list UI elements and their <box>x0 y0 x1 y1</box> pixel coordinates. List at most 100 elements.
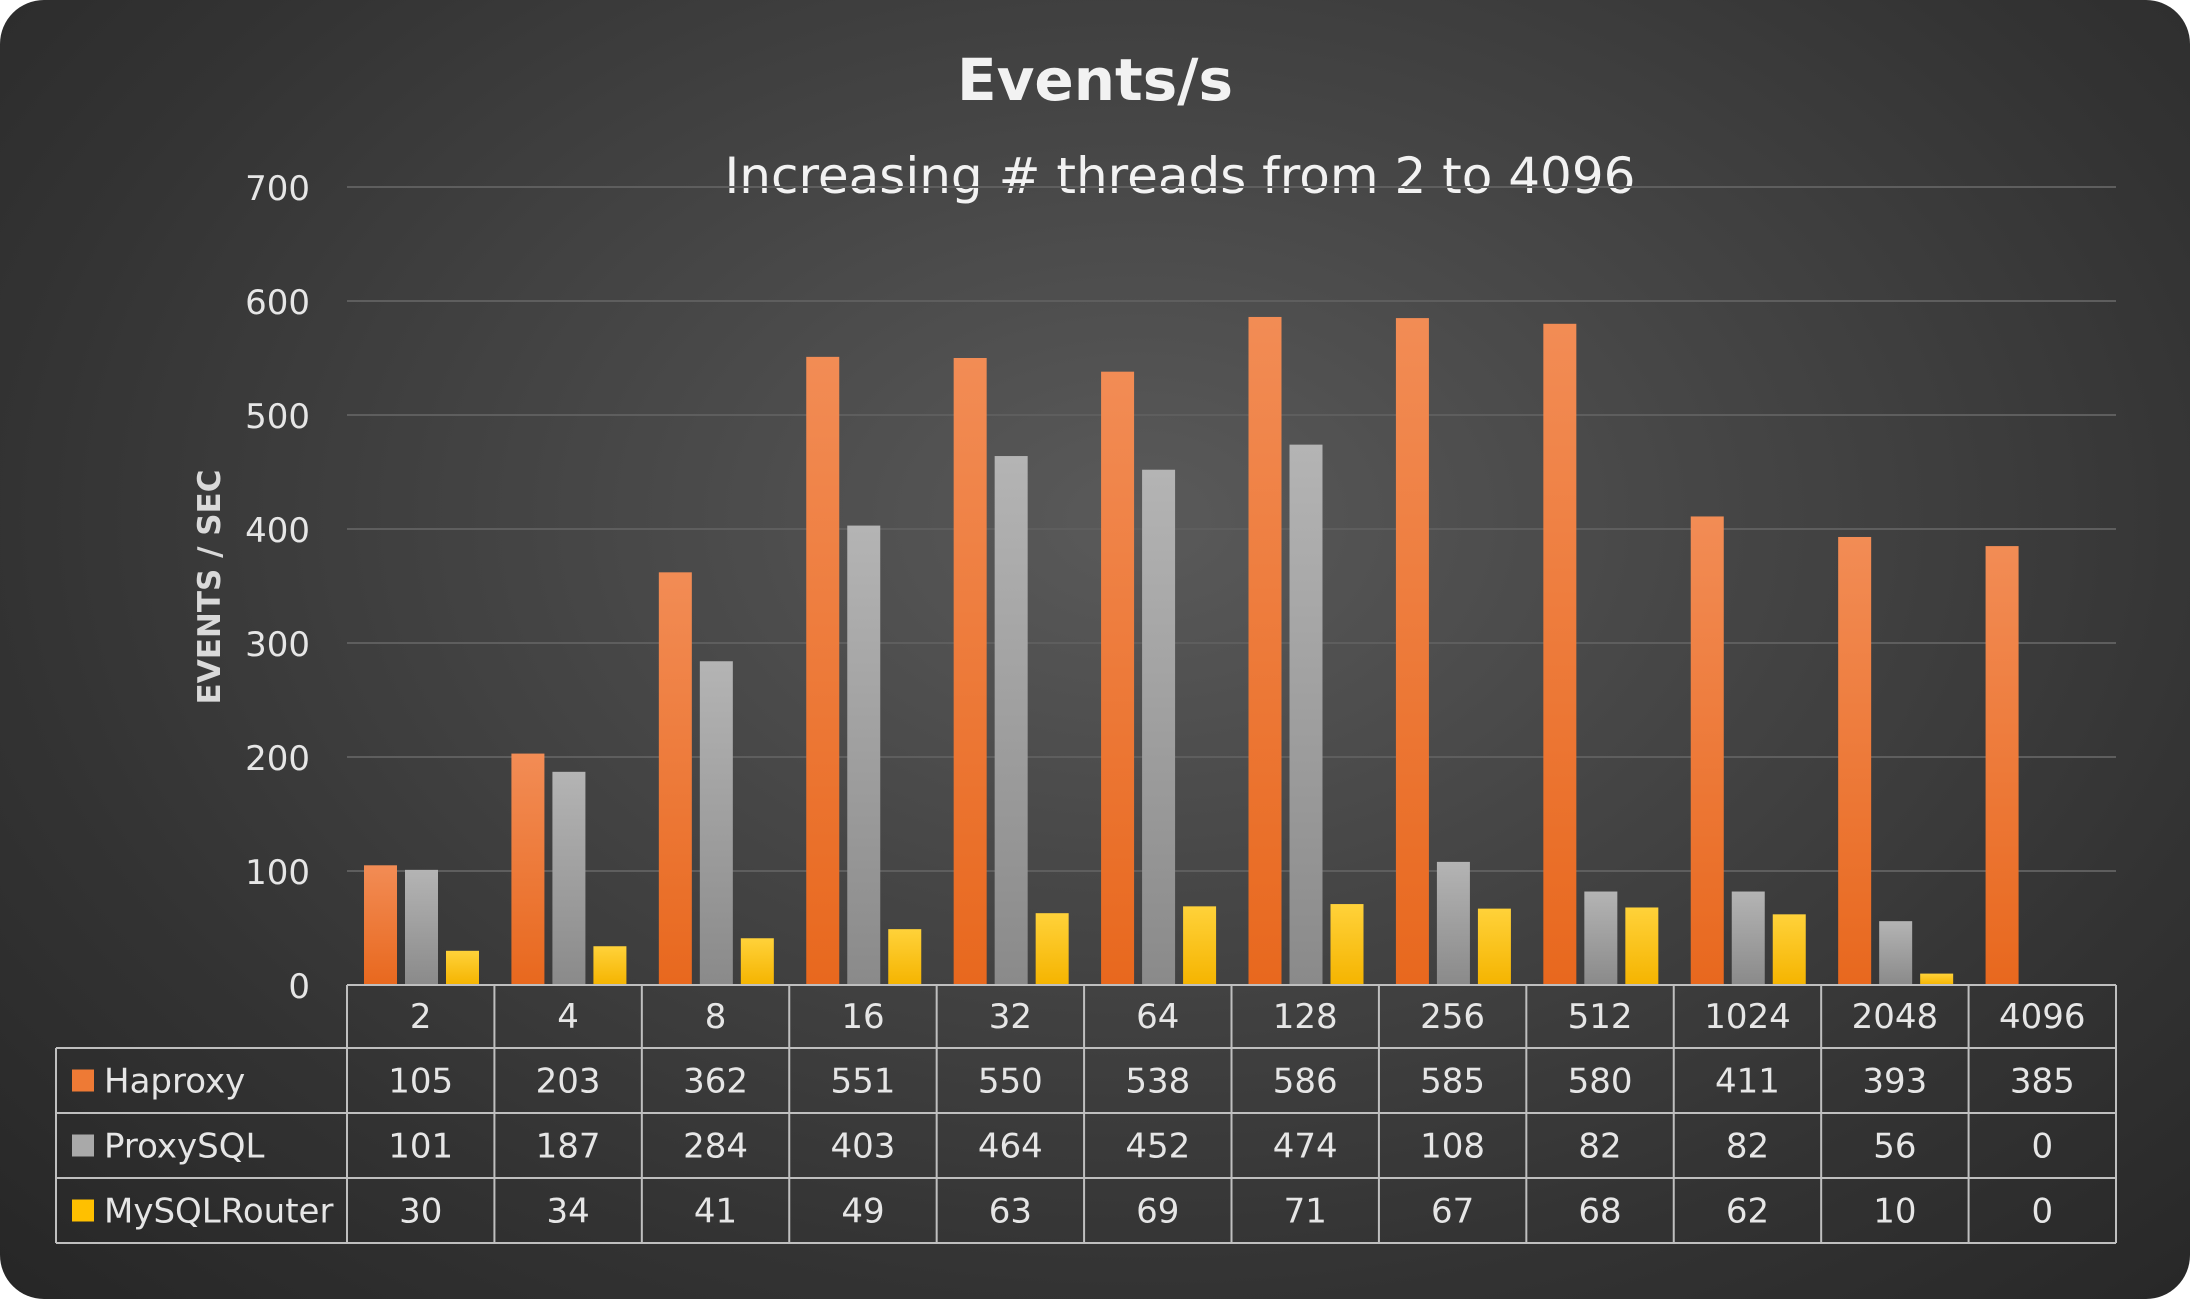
table-cell-value: 362 <box>683 1062 748 1102</box>
bar-haproxy-16 <box>806 356 840 985</box>
table-cell-value: 69 <box>1136 1192 1179 1232</box>
table-cell-value: 101 <box>388 1127 453 1167</box>
bar-haproxy-8 <box>658 572 692 985</box>
table-cell-value: 49 <box>841 1192 884 1232</box>
legend-label-haproxy: Haproxy <box>104 1062 245 1102</box>
table-cell-value: 82 <box>1726 1127 1769 1167</box>
legend-swatch-haproxy <box>72 1069 94 1092</box>
table-cell-value: 187 <box>536 1127 601 1167</box>
y-tick-label: 600 <box>245 283 310 323</box>
bar-mysqlrouter-2048 <box>1920 973 1954 985</box>
x-tick-label: 8 <box>705 997 727 1037</box>
table-cell-value: 10 <box>1873 1192 1916 1232</box>
y-tick-label: 700 <box>245 169 310 209</box>
legend-swatch-mysqlrouter <box>72 1199 94 1222</box>
bar-proxysql-1024 <box>1731 891 1765 985</box>
x-tick-label: 64 <box>1136 997 1179 1037</box>
bar-mysqlrouter-8 <box>740 938 774 985</box>
table-cell-value: 0 <box>2031 1127 2053 1167</box>
table-cell-value: 393 <box>1862 1062 1927 1102</box>
table-cell-value: 71 <box>1284 1192 1327 1232</box>
bar-haproxy-1024 <box>1690 516 1724 985</box>
bar-haproxy-4 <box>511 753 545 985</box>
bar-haproxy-128 <box>1248 316 1282 986</box>
bar-proxysql-8 <box>699 661 733 985</box>
table-cell-value: 474 <box>1273 1127 1338 1167</box>
x-tick-label: 512 <box>1568 997 1633 1037</box>
bar-haproxy-512 <box>1543 323 1577 985</box>
table-cell-value: 41 <box>694 1192 737 1232</box>
bar-haproxy-2048 <box>1838 536 1872 985</box>
x-tick-label: 2048 <box>1852 997 1939 1037</box>
table-cell-value: 284 <box>683 1127 748 1167</box>
table-cell-value: 586 <box>1273 1062 1338 1102</box>
table-cell-value: 67 <box>1431 1192 1474 1232</box>
table-cell-value: 34 <box>546 1192 589 1232</box>
bar-proxysql-256 <box>1436 861 1470 985</box>
legend-label-mysqlrouter: MySQLRouter <box>104 1192 333 1232</box>
bar-proxysql-2 <box>405 869 438 985</box>
chart-title: Events/s <box>957 46 1233 114</box>
x-tick-label: 16 <box>841 997 884 1037</box>
table-cell-value: 403 <box>831 1127 896 1167</box>
y-tick-label: 200 <box>245 739 310 779</box>
table-cell-value: 411 <box>1715 1062 1780 1102</box>
bar-mysqlrouter-64 <box>1183 906 1217 985</box>
bar-mysqlrouter-512 <box>1625 907 1659 985</box>
bar-proxysql-512 <box>1584 891 1618 985</box>
bar-mysqlrouter-256 <box>1477 908 1511 985</box>
bar-proxysql-16 <box>847 525 881 985</box>
table-cell-value: 30 <box>399 1192 442 1232</box>
bar-haproxy-2 <box>364 865 397 985</box>
table-cell-value: 0 <box>2031 1192 2053 1232</box>
table-cell-value: 82 <box>1578 1127 1621 1167</box>
x-tick-label: 4 <box>557 997 579 1037</box>
x-tick-label: 2 <box>410 997 432 1037</box>
x-tick-label: 4096 <box>1999 997 2086 1037</box>
bar-proxysql-128 <box>1289 444 1323 985</box>
bar-proxysql-64 <box>1142 469 1176 986</box>
table-cell-value: 452 <box>1125 1127 1190 1167</box>
x-tick-label: 256 <box>1420 997 1485 1037</box>
y-tick-label: 400 <box>245 511 310 551</box>
legend-swatch-proxysql <box>72 1134 94 1157</box>
table-cell-value: 585 <box>1420 1062 1485 1102</box>
table-cell-value: 538 <box>1125 1062 1190 1102</box>
bar-mysqlrouter-16 <box>888 929 922 985</box>
table-cell-value: 56 <box>1873 1127 1916 1167</box>
bar-mysqlrouter-1024 <box>1772 914 1806 985</box>
bar-haproxy-64 <box>1101 371 1135 985</box>
table-cell-value: 62 <box>1726 1192 1769 1232</box>
x-tick-label: 1024 <box>1704 997 1791 1037</box>
bar-mysqlrouter-2 <box>446 950 479 985</box>
legend-label-proxysql: ProxySQL <box>104 1127 264 1167</box>
bar-proxysql-32 <box>994 456 1028 985</box>
bar-proxysql-2048 <box>1879 921 1913 985</box>
bar-haproxy-256 <box>1395 318 1429 986</box>
y-tick-label: 500 <box>245 397 310 437</box>
table-cell-value: 68 <box>1578 1192 1621 1232</box>
y-axis-label: EVENTS / SEC <box>192 470 228 705</box>
bar-haproxy-4096 <box>1985 546 2019 985</box>
table-cell-value: 203 <box>536 1062 601 1102</box>
table-cell-value: 551 <box>831 1062 896 1102</box>
bar-proxysql-4 <box>552 771 586 985</box>
table-cell-value: 580 <box>1568 1062 1633 1102</box>
chart-subtitle: Increasing # threads from 2 to 4096 <box>725 147 1636 205</box>
bar-mysqlrouter-128 <box>1330 904 1364 985</box>
bar-mysqlrouter-4 <box>593 946 627 985</box>
x-tick-label: 32 <box>989 997 1032 1037</box>
y-tick-label: 300 <box>245 625 310 665</box>
table-cell-value: 105 <box>388 1062 453 1102</box>
table-cell-value: 385 <box>2010 1062 2075 1102</box>
x-tick-label: 128 <box>1273 997 1338 1037</box>
bar-haproxy-32 <box>953 358 987 985</box>
table-cell-value: 108 <box>1420 1127 1485 1167</box>
y-tick-label: 100 <box>245 853 310 893</box>
table-cell-value: 63 <box>989 1192 1032 1232</box>
y-tick-label: 0 <box>288 967 310 1007</box>
bar-mysqlrouter-32 <box>1035 913 1069 985</box>
table-cell-value: 464 <box>978 1127 1043 1167</box>
